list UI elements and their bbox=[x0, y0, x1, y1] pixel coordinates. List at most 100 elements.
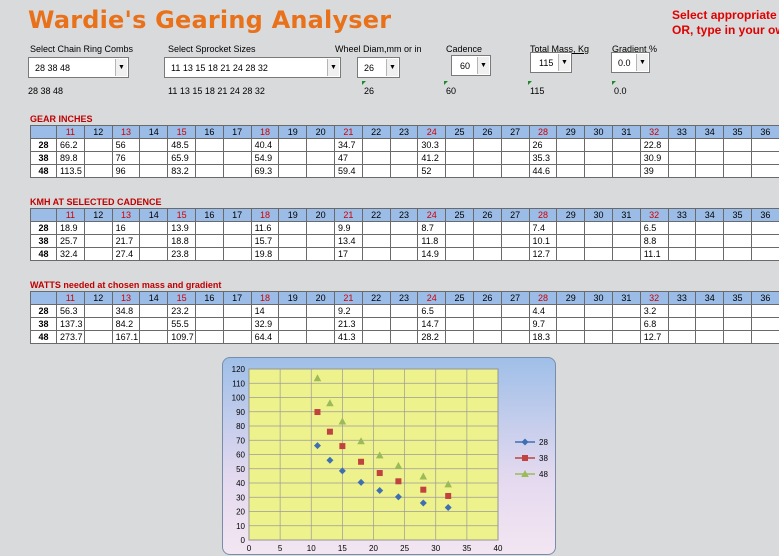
table-cell[interactable]: 69.3 bbox=[250, 164, 280, 178]
table-cell[interactable] bbox=[194, 164, 224, 178]
table-cell[interactable] bbox=[83, 247, 113, 261]
table-cell[interactable] bbox=[723, 164, 752, 178]
table-cell[interactable]: 13.9 bbox=[167, 221, 196, 235]
table-cell[interactable] bbox=[83, 164, 113, 178]
table-cell[interactable] bbox=[667, 164, 697, 178]
table-cell[interactable]: 137.3 bbox=[56, 317, 85, 331]
table-cell[interactable] bbox=[361, 330, 391, 344]
table-cell[interactable] bbox=[667, 138, 697, 152]
table-cell[interactable] bbox=[445, 234, 474, 248]
chevron-down-icon[interactable]: ▼ bbox=[327, 59, 339, 76]
table-cell[interactable] bbox=[750, 151, 779, 165]
table-cell[interactable] bbox=[667, 234, 697, 248]
table-cell[interactable]: 9.2 bbox=[333, 304, 363, 318]
table-cell[interactable] bbox=[194, 234, 224, 248]
table-cell[interactable] bbox=[139, 304, 169, 318]
table-cell[interactable]: 66.2 bbox=[56, 138, 85, 152]
table-cell[interactable]: 16 bbox=[111, 221, 141, 235]
table-cell[interactable] bbox=[750, 247, 779, 261]
table-cell[interactable] bbox=[306, 304, 335, 318]
chevron-down-icon[interactable]: ▼ bbox=[558, 54, 570, 71]
table-cell[interactable] bbox=[667, 151, 697, 165]
table-cell[interactable] bbox=[194, 304, 224, 318]
table-cell[interactable]: 44.6 bbox=[528, 164, 558, 178]
table-cell[interactable] bbox=[723, 330, 752, 344]
table-cell[interactable] bbox=[667, 304, 697, 318]
table-cell[interactable]: 32.4 bbox=[56, 247, 85, 261]
table-cell[interactable] bbox=[361, 138, 391, 152]
table-cell[interactable] bbox=[278, 221, 308, 235]
table-cell[interactable] bbox=[306, 317, 335, 331]
chevron-down-icon[interactable]: ▼ bbox=[115, 59, 127, 76]
table-cell[interactable] bbox=[667, 317, 697, 331]
table-cell[interactable] bbox=[500, 138, 530, 152]
table-cell[interactable]: 59.4 bbox=[333, 164, 363, 178]
table-cell[interactable] bbox=[695, 234, 725, 248]
table-cell[interactable]: 9.9 bbox=[333, 221, 363, 235]
table-cell[interactable] bbox=[556, 330, 586, 344]
table-cell[interactable] bbox=[278, 138, 308, 152]
table-cell[interactable] bbox=[750, 317, 779, 331]
chevron-down-icon[interactable]: ▼ bbox=[386, 59, 398, 76]
table-cell[interactable] bbox=[194, 330, 224, 344]
table-cell[interactable]: 12.7 bbox=[639, 330, 669, 344]
gradient-dropdown[interactable]: 0.0 ▼ bbox=[611, 52, 650, 73]
table-cell[interactable]: 21.7 bbox=[111, 234, 141, 248]
table-cell[interactable] bbox=[500, 221, 530, 235]
table-cell[interactable]: 96 bbox=[111, 164, 141, 178]
table-cell[interactable] bbox=[278, 317, 308, 331]
table-cell[interactable]: 7.4 bbox=[528, 221, 558, 235]
table-cell[interactable]: 18.8 bbox=[167, 234, 196, 248]
table-cell[interactable] bbox=[306, 234, 335, 248]
table-cell[interactable]: 56 bbox=[111, 138, 141, 152]
table-cell[interactable]: 10.1 bbox=[528, 234, 558, 248]
table-cell[interactable]: 55.5 bbox=[167, 317, 196, 331]
table-cell[interactable]: 65.9 bbox=[167, 151, 196, 165]
table-cell[interactable] bbox=[361, 221, 391, 235]
chainring-dropdown[interactable]: 28 38 48 ▼ bbox=[28, 57, 129, 78]
table-cell[interactable] bbox=[445, 151, 474, 165]
table-cell[interactable] bbox=[472, 247, 502, 261]
table-cell[interactable]: 11.6 bbox=[250, 221, 280, 235]
table-cell[interactable] bbox=[723, 247, 752, 261]
table-cell[interactable] bbox=[139, 247, 169, 261]
table-cell[interactable] bbox=[584, 330, 613, 344]
table-cell[interactable] bbox=[584, 138, 613, 152]
table-cell[interactable] bbox=[750, 164, 779, 178]
table-cell[interactable] bbox=[278, 247, 308, 261]
table-cell[interactable] bbox=[500, 247, 530, 261]
table-cell[interactable]: 18.9 bbox=[56, 221, 85, 235]
table-cell[interactable] bbox=[584, 247, 613, 261]
table-cell[interactable]: 8.8 bbox=[639, 234, 669, 248]
table-cell[interactable]: 6.5 bbox=[417, 304, 447, 318]
table-cell[interactable] bbox=[695, 138, 725, 152]
table-cell[interactable] bbox=[750, 221, 779, 235]
table-cell[interactable] bbox=[83, 317, 113, 331]
table-cell[interactable] bbox=[278, 330, 308, 344]
table-cell[interactable] bbox=[750, 234, 779, 248]
table-cell[interactable] bbox=[611, 138, 641, 152]
table-cell[interactable] bbox=[584, 151, 613, 165]
table-cell[interactable] bbox=[584, 317, 613, 331]
table-cell[interactable]: 32.9 bbox=[250, 317, 280, 331]
table-cell[interactable] bbox=[222, 151, 252, 165]
table-cell[interactable] bbox=[306, 221, 335, 235]
table-cell[interactable]: 113.5 bbox=[56, 164, 85, 178]
table-cell[interactable]: 18.3 bbox=[528, 330, 558, 344]
table-cell[interactable] bbox=[556, 304, 586, 318]
table-cell[interactable] bbox=[723, 304, 752, 318]
table-cell[interactable]: 48.5 bbox=[167, 138, 196, 152]
table-cell[interactable]: 17 bbox=[333, 247, 363, 261]
table-cell[interactable] bbox=[723, 138, 752, 152]
table-cell[interactable]: 19.8 bbox=[250, 247, 280, 261]
table-cell[interactable] bbox=[500, 151, 530, 165]
table-cell[interactable] bbox=[445, 304, 474, 318]
table-cell[interactable] bbox=[194, 151, 224, 165]
table-cell[interactable] bbox=[222, 221, 252, 235]
cadence-dropdown[interactable]: 60 ▼ bbox=[451, 55, 491, 76]
table-cell[interactable]: 25.7 bbox=[56, 234, 85, 248]
table-cell[interactable]: 26 bbox=[528, 138, 558, 152]
table-cell[interactable]: 89.8 bbox=[56, 151, 85, 165]
table-cell[interactable] bbox=[361, 151, 391, 165]
table-cell[interactable] bbox=[222, 304, 252, 318]
